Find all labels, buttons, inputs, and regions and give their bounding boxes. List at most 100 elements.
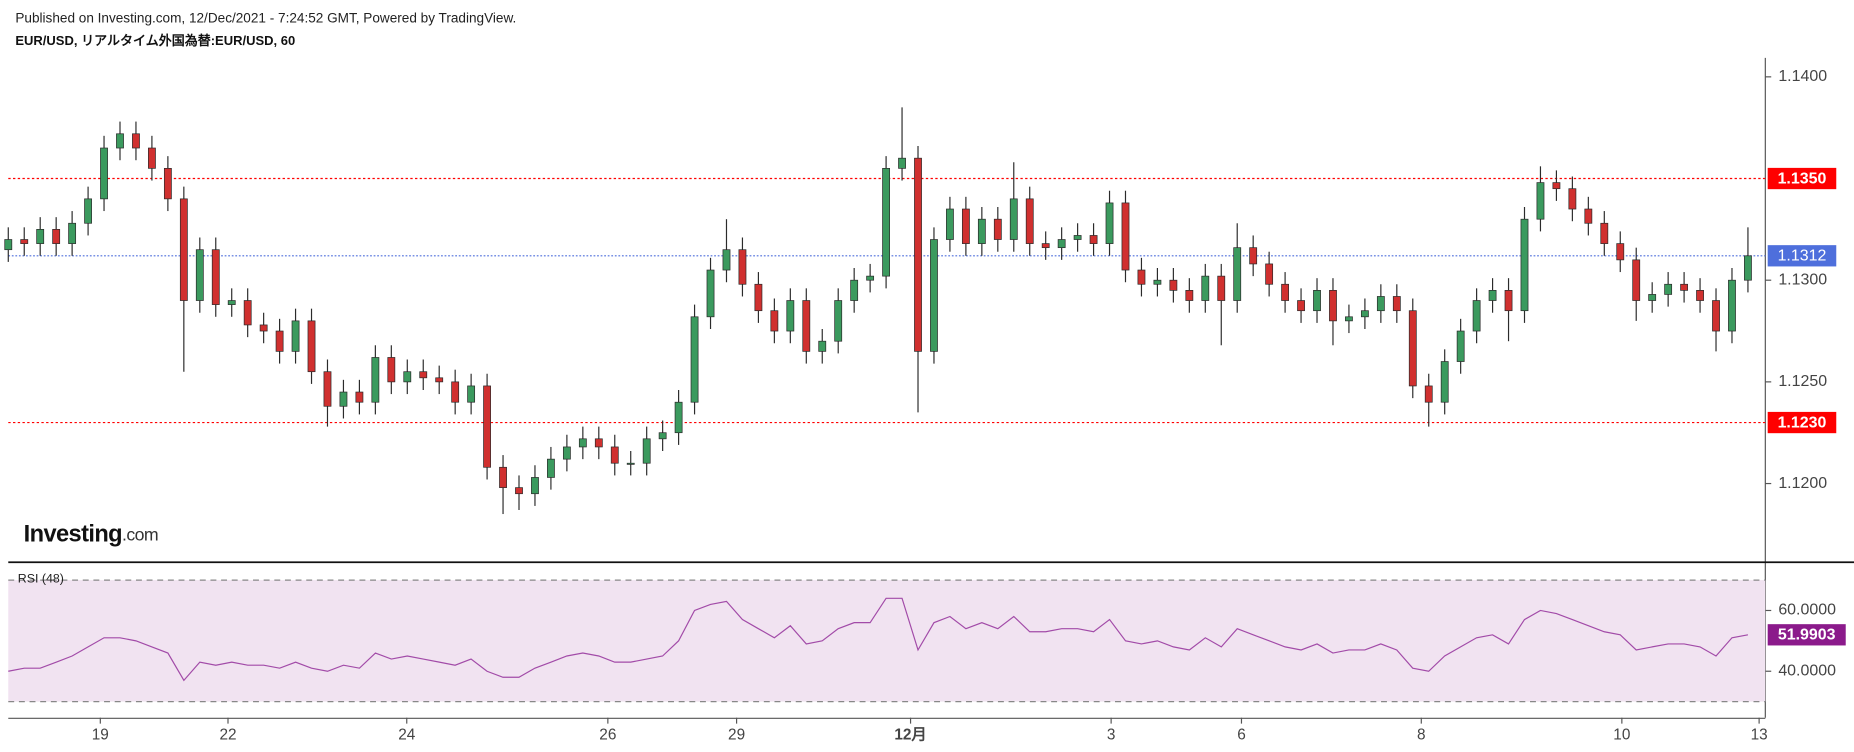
level-label: 1.1230 xyxy=(1778,414,1827,431)
candle-body xyxy=(1616,243,1625,261)
rsi-value-label: 51.9903 xyxy=(1778,627,1836,644)
candle-body xyxy=(1105,202,1114,244)
candle-body xyxy=(1504,290,1513,312)
candle-body xyxy=(451,381,460,403)
candle-body xyxy=(179,198,188,301)
chart-title: EUR/USD, リアルタイム外国為替:EUR/USD, 60 xyxy=(15,33,295,48)
candle-body xyxy=(770,310,779,332)
candle-body xyxy=(866,275,875,281)
candle-body xyxy=(467,385,476,403)
candle-body xyxy=(1584,208,1593,224)
x-tick-label: 6 xyxy=(1237,727,1246,744)
candle-body xyxy=(148,147,156,169)
candle-body xyxy=(1169,279,1178,291)
x-tick-label: 26 xyxy=(599,727,616,744)
candle-body xyxy=(1712,300,1720,332)
candle-body xyxy=(211,249,220,305)
logo-suffix: .com xyxy=(122,524,158,544)
candle-body xyxy=(1728,279,1736,332)
y-tick-label: 1.1400 xyxy=(1778,68,1827,85)
candle-body xyxy=(132,133,140,149)
level-label-box xyxy=(1767,411,1837,434)
plot-layer xyxy=(4,76,1772,724)
candle-body xyxy=(1153,279,1162,285)
candle-body xyxy=(1664,283,1673,295)
candle-body xyxy=(1536,182,1545,220)
candle-body xyxy=(578,438,587,448)
x-tick-label: 22 xyxy=(219,727,236,744)
candle-body xyxy=(802,300,811,352)
x-tick-label: 12月 xyxy=(894,726,926,744)
candle-body xyxy=(387,357,396,383)
last-price-label: 1.1312 xyxy=(1778,248,1827,265)
candle-body xyxy=(658,432,667,440)
candle-body xyxy=(20,239,29,244)
logo: Investing.com xyxy=(24,522,158,548)
candle-body xyxy=(1488,290,1497,301)
candle-body xyxy=(834,300,843,342)
candle-body xyxy=(1472,300,1481,332)
candle-body xyxy=(930,239,938,352)
candle-body xyxy=(993,218,1002,240)
candle-body xyxy=(914,157,922,352)
candle-body xyxy=(610,446,619,464)
candle-body xyxy=(961,208,970,244)
candle-body xyxy=(738,249,747,285)
candle-body xyxy=(163,168,172,200)
candle-body xyxy=(1600,222,1609,244)
candle-body xyxy=(1281,283,1289,301)
candle-body xyxy=(339,391,348,407)
logo-main: Investing xyxy=(24,522,122,548)
candle-body xyxy=(1456,330,1465,362)
candle-body xyxy=(754,283,763,312)
candle-body xyxy=(1217,275,1226,301)
candle-body xyxy=(722,249,731,271)
label-layer: 19 22 24 26 29 12月 3 6 8 10 13 1.1200 1.1250 1.1300 1.… xyxy=(18,68,1846,744)
candle-body xyxy=(594,438,603,448)
x-tick-label: 19 xyxy=(92,727,109,744)
candle-body xyxy=(882,168,890,277)
candle-body xyxy=(1009,198,1018,240)
x-tick-label: 10 xyxy=(1613,727,1630,744)
candle-body xyxy=(259,324,268,332)
y-tick-label: 1.1300 xyxy=(1778,271,1827,288)
candle-body xyxy=(786,300,795,332)
candle-body xyxy=(1680,283,1689,291)
candle-body xyxy=(1185,290,1194,301)
candle-body xyxy=(1249,247,1258,265)
candle-body xyxy=(1313,290,1321,312)
rsi-value-box xyxy=(1767,624,1846,646)
candle-body xyxy=(1440,361,1449,403)
candle-body xyxy=(195,249,204,301)
candle-body xyxy=(4,239,13,251)
candle-body xyxy=(243,300,252,326)
candle-body xyxy=(1392,296,1401,312)
candle-body xyxy=(68,222,77,244)
candle-body xyxy=(435,377,444,383)
candle-body xyxy=(1696,290,1704,301)
candle-body xyxy=(690,316,699,403)
candle-body xyxy=(1552,182,1561,190)
candle-body xyxy=(1201,275,1210,301)
candle-body xyxy=(1073,235,1082,240)
candle-body xyxy=(850,279,859,301)
candle-body xyxy=(898,157,906,169)
rsi-line xyxy=(8,597,1749,682)
candle-body xyxy=(642,438,651,464)
candle-body xyxy=(1360,310,1369,318)
candle-body xyxy=(1025,198,1034,244)
candle-body xyxy=(291,320,300,352)
candle-body xyxy=(1408,310,1417,387)
candle-body xyxy=(1089,235,1098,244)
last-price-box xyxy=(1767,245,1837,267)
candle-body xyxy=(1121,202,1130,271)
candle-body xyxy=(706,269,715,318)
candle-body xyxy=(84,198,92,224)
candle-body xyxy=(403,371,412,383)
candle-body xyxy=(562,446,571,460)
candle-body xyxy=(1345,316,1353,322)
rsi-y-tick-label: 40.0000 xyxy=(1778,662,1836,679)
candle-body xyxy=(499,466,507,488)
